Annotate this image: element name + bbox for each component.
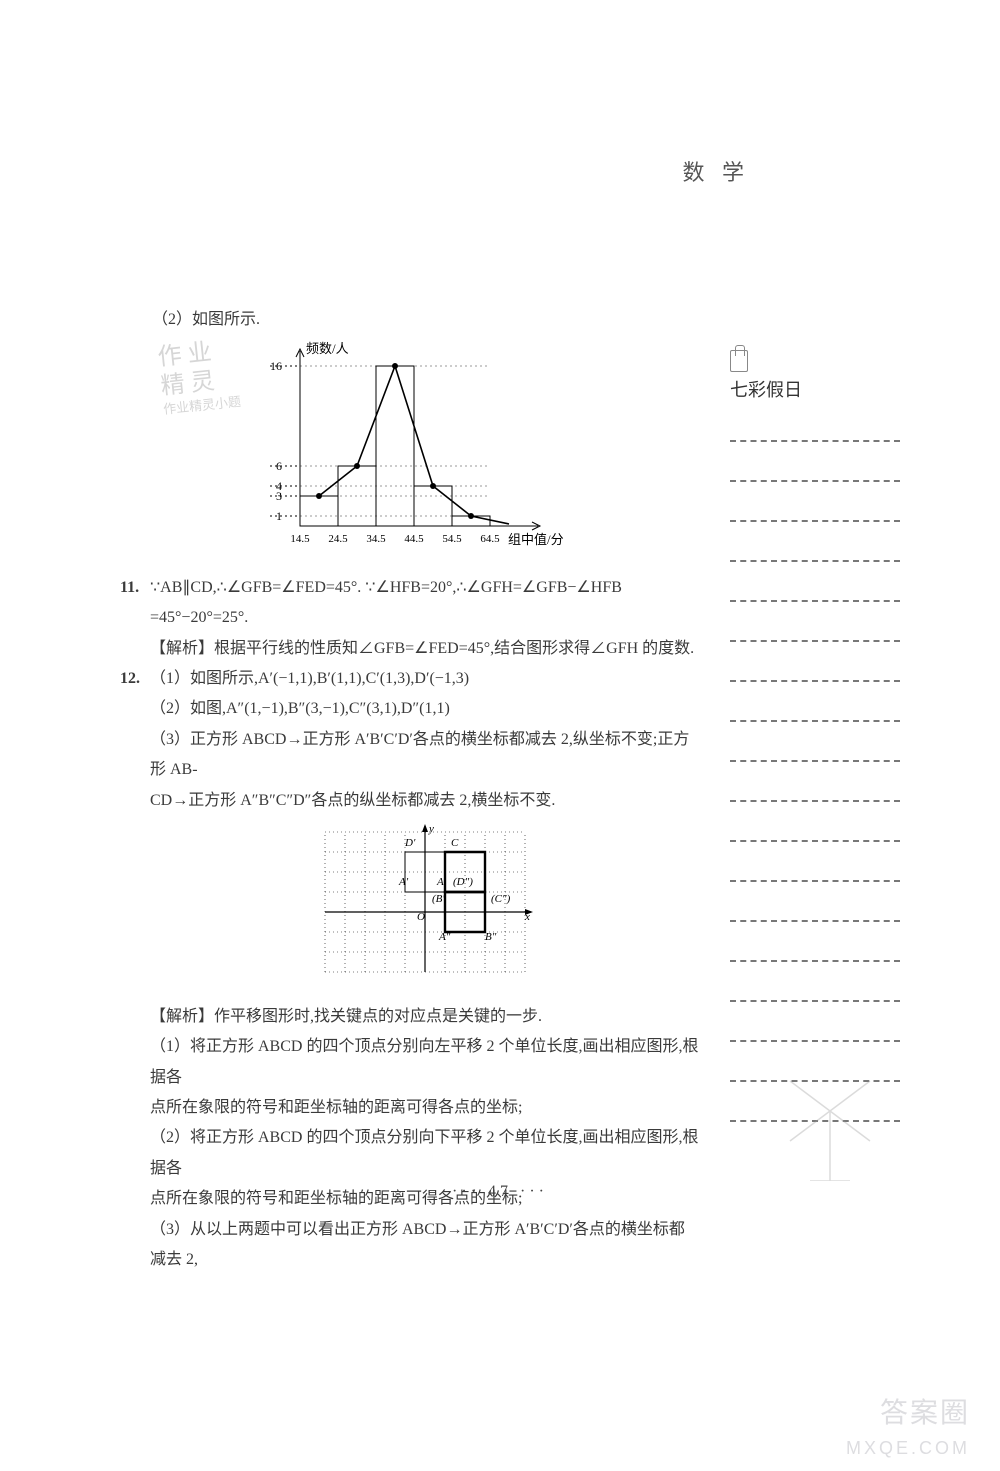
sidebar-title: 七彩假日 (730, 376, 900, 402)
svg-text:C: C (451, 837, 459, 849)
sidebar-notes: 七彩假日 (730, 350, 900, 1160)
svg-text:D′: D′ (404, 837, 416, 849)
svg-text:64.5: 64.5 (480, 533, 500, 545)
svg-text:A′: A′ (398, 876, 409, 888)
svg-text:(B′: (B′ (432, 893, 445, 905)
q12-p3b: CD→正方形 A″B″C″D″各点的纵坐标都减去 2,横坐标不变. (150, 786, 700, 816)
q12-p1: （1）如图所示,A′(−1,1),B′(1,1),C′(1,3),D′(−1,3… (150, 664, 700, 694)
q12-analysis-head: 【解析】作平移图形时,找关键点的对应点是关键的一步. (150, 1002, 700, 1032)
q11-line1: ∵AB∥CD,∴∠GFB=∠FED=45°. ∵∠HFB=20°,∴∠GFH=∠… (150, 573, 700, 603)
q12-a1b: 点所在象限的符号和距坐标轴的距离可得各点的坐标; (150, 1093, 700, 1123)
q11-analysis: 【解析】根据平行线的性质知∠GFB=∠FED=45°,结合图形求得∠GFH 的度… (150, 634, 700, 664)
svg-text:16: 16 (270, 359, 282, 373)
q12-a2: （2）将正方形 ABCD 的四个顶点分别向下平移 2 个单位长度,画出相应图形,… (150, 1123, 700, 1184)
svg-text:54.5: 54.5 (442, 533, 462, 545)
svg-text:y: y (428, 823, 434, 835)
header-decoration: 数 学 (420, 80, 870, 210)
q12-a1: （1）将正方形 ABCD 的四个顶点分别向左平移 2 个单位长度,画出相应图形,… (150, 1032, 700, 1093)
svg-text:x: x (524, 911, 530, 923)
svg-text:14.5: 14.5 (290, 533, 310, 545)
main-content: （2）如图所示. 频数/人组中值/分13461614.524.534.544.5… (120, 305, 700, 1275)
svg-text:频数/人: 频数/人 (306, 341, 349, 356)
q12-a3: （3）从以上两题中可以看出正方形 ABCD→正方形 A′B′C′D′各点的横坐标… (150, 1215, 700, 1276)
subject-label: 数 学 (682, 155, 750, 187)
svg-text:(C″): (C″) (491, 893, 511, 905)
svg-text:O: O (417, 911, 425, 923)
page-number: ··· 47 ··· (0, 1183, 1000, 1201)
svg-text:24.5: 24.5 (328, 533, 348, 545)
svg-text:1: 1 (276, 509, 282, 523)
q11-line2: =45°−20°=25°. (150, 603, 700, 633)
pencil-icon (730, 350, 748, 372)
windmill-icon (770, 1061, 910, 1181)
watermark-main: 答案圈 (880, 1391, 970, 1431)
q2-intro: （2）如图所示. (120, 305, 700, 335)
histogram-chart: 频数/人组中值/分13461614.524.534.544.554.564.5 (250, 341, 590, 551)
svg-text:44.5: 44.5 (404, 533, 424, 545)
q12-p2: （2）如图,A″(1,−1),B″(3,−1),C″(3,1),D″(1,1) (150, 694, 700, 724)
dash-lines (730, 440, 900, 1122)
svg-text:组中值/分: 组中值/分 (508, 532, 564, 547)
svg-text:A: A (436, 876, 444, 888)
q12-p3a: （3）正方形 ABCD→正方形 A′B′C′D′各点的横坐标都减去 2,纵坐标不… (150, 725, 700, 786)
svg-text:6: 6 (276, 459, 282, 473)
svg-text:(D″): (D″) (453, 876, 473, 888)
svg-text:A″: A″ (438, 931, 451, 943)
svg-text:B″: B″ (485, 931, 497, 943)
coordinate-grid: y x O D′ C A (D″) A′ (B′ (C″) A″ B″ (310, 822, 540, 992)
q11-num: 11. (120, 573, 150, 664)
watermark-sub: MXQE.COM (846, 1438, 970, 1459)
svg-text:4: 4 (276, 479, 282, 493)
q11: 11. ∵AB∥CD,∴∠GFB=∠FED=45°. ∵∠HFB=20°,∴∠G… (120, 573, 700, 664)
svg-text:34.5: 34.5 (366, 533, 386, 545)
